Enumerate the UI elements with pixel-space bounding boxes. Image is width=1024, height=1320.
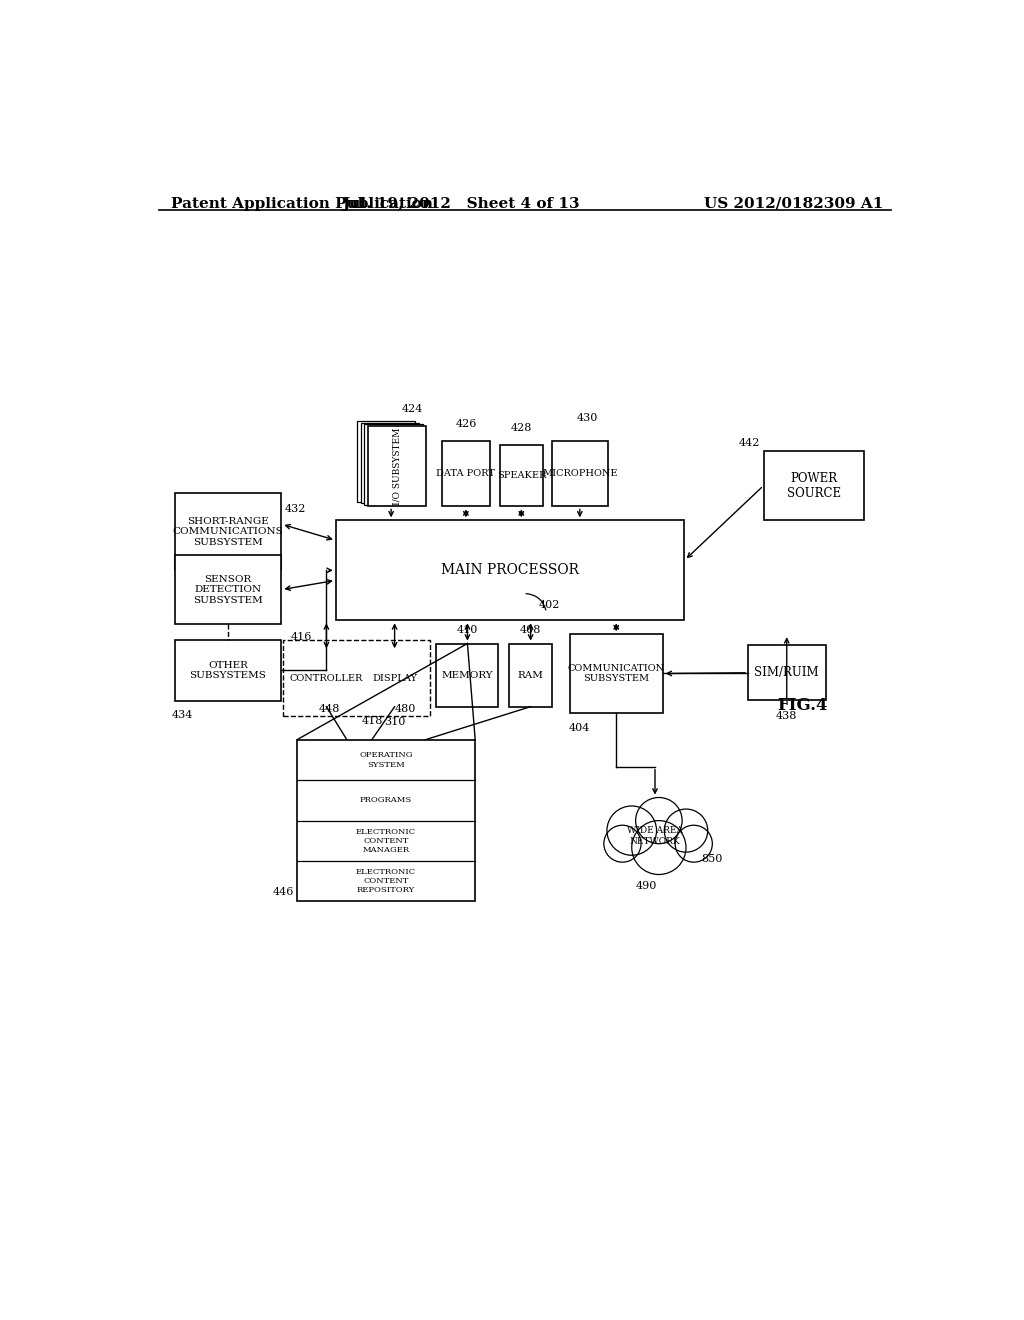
Bar [292, 651, 360, 706]
Text: DATA PORT: DATA PORT [436, 469, 496, 478]
Text: DISPLAY: DISPLAY [372, 675, 417, 684]
Bar [174, 640, 282, 701]
Bar [500, 445, 543, 507]
Text: 410: 410 [457, 624, 478, 635]
Text: 446: 446 [272, 887, 294, 898]
Bar [360, 422, 419, 503]
Bar [764, 451, 864, 520]
Text: 432: 432 [285, 504, 306, 513]
Text: 408: 408 [520, 624, 542, 635]
Bar [283, 640, 430, 715]
Text: 402: 402 [539, 601, 560, 610]
Text: WIDE AREA
NETWORK: WIDE AREA NETWORK [627, 826, 683, 846]
Text: 418: 418 [362, 715, 383, 726]
Bar [369, 425, 426, 507]
Text: Patent Application Publication: Patent Application Publication [171, 197, 432, 211]
Text: 426: 426 [456, 418, 476, 429]
Text: 434: 434 [171, 710, 193, 721]
Text: 490: 490 [636, 880, 657, 891]
Text: OTHER
SUBSYSTEMS: OTHER SUBSYSTEMS [189, 661, 266, 680]
Bar [509, 644, 552, 706]
Text: MICROPHONE: MICROPHONE [542, 469, 617, 478]
Circle shape [604, 825, 641, 862]
Text: SPEAKER: SPEAKER [497, 471, 546, 480]
Circle shape [665, 809, 708, 853]
Text: MAIN PROCESSOR: MAIN PROCESSOR [441, 564, 580, 577]
Bar [336, 520, 684, 620]
Text: 480: 480 [395, 704, 417, 714]
Bar [365, 424, 423, 506]
Bar [569, 635, 663, 713]
Text: POWER
SOURCE: POWER SOURCE [786, 471, 841, 500]
Text: ELECTRONIC
CONTENT
MANAGER: ELECTRONIC CONTENT MANAGER [356, 828, 416, 854]
Bar [174, 494, 282, 570]
Bar [436, 644, 499, 706]
Text: FIG.4: FIG.4 [777, 697, 827, 714]
Text: 404: 404 [568, 723, 590, 733]
Text: 448: 448 [318, 704, 340, 714]
Text: 310: 310 [384, 717, 406, 727]
Text: Jul. 19, 2012   Sheet 4 of 13: Jul. 19, 2012 Sheet 4 of 13 [342, 197, 580, 211]
Circle shape [607, 807, 656, 855]
Bar [367, 651, 423, 706]
Text: RAM: RAM [518, 671, 544, 680]
Text: 850: 850 [701, 854, 723, 865]
Bar [748, 645, 825, 701]
Text: MEMORY: MEMORY [441, 671, 494, 680]
Bar [297, 739, 475, 902]
Circle shape [632, 821, 686, 875]
Text: SENSOR
DETECTION
SUBSYSTEM: SENSOR DETECTION SUBSYSTEM [194, 574, 263, 605]
Bar [442, 441, 489, 507]
Text: 430: 430 [577, 413, 598, 422]
Text: SIM/RUIM: SIM/RUIM [755, 667, 819, 680]
Text: 428: 428 [511, 422, 532, 433]
Text: I/O SUBSYSTEM: I/O SUBSYSTEM [393, 428, 401, 504]
Text: 416: 416 [291, 632, 312, 643]
Text: SHORT-RANGE
COMMUNICATIONS
SUBSYSTEM: SHORT-RANGE COMMUNICATIONS SUBSYSTEM [173, 517, 284, 546]
Text: PROGRAMS: PROGRAMS [360, 796, 413, 804]
Circle shape [636, 797, 682, 843]
Text: ELECTRONIC
CONTENT
REPOSITORY: ELECTRONIC CONTENT REPOSITORY [356, 869, 416, 895]
Bar [552, 441, 607, 507]
Text: US 2012/0182309 A1: US 2012/0182309 A1 [705, 197, 884, 211]
Bar [174, 554, 282, 624]
Text: 442: 442 [738, 438, 760, 449]
Text: COMMUNICATION
SUBSYSTEM: COMMUNICATION SUBSYSTEM [567, 664, 665, 684]
Text: OPERATING
SYSTEM: OPERATING SYSTEM [359, 751, 413, 768]
Bar [356, 421, 415, 502]
Circle shape [675, 825, 713, 862]
Text: CONTROLLER: CONTROLLER [290, 675, 364, 684]
Text: 438: 438 [776, 711, 798, 721]
Text: 424: 424 [402, 404, 424, 413]
